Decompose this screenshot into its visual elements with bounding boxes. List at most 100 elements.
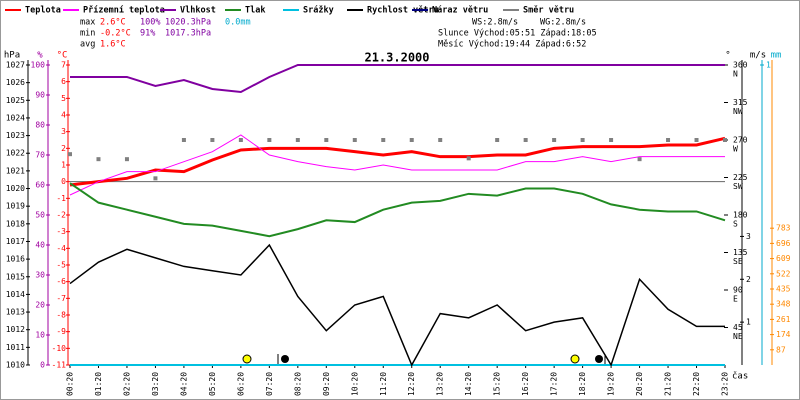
x-tick-label: 12:20 — [407, 372, 416, 396]
x-tick-label: 08:20 — [293, 372, 302, 396]
legend-label: Směr větru — [523, 5, 574, 16]
tick-label: -4 — [56, 244, 66, 253]
stat-press: 1017.3hPa — [165, 29, 211, 39]
direction-label: SE — [733, 257, 743, 266]
x-tick-label: 04:20 — [179, 372, 188, 396]
tick-label: 50 — [35, 211, 45, 220]
tick-label: -2 — [56, 211, 66, 220]
series-line — [69, 134, 725, 196]
series-line — [69, 182, 726, 238]
moonrise-icon — [595, 355, 603, 363]
tick-label: 2 — [61, 144, 66, 153]
tick-label: 261 — [776, 315, 791, 324]
axis-unit: mm — [771, 51, 782, 61]
x-tick-label: 02:20 — [122, 372, 131, 396]
legend-label: Tlak — [245, 6, 265, 16]
direction-point — [181, 138, 186, 142]
direction-point — [295, 138, 300, 142]
tick-label: -7 — [56, 294, 66, 303]
tick-label: 3 — [746, 232, 751, 241]
direction-point — [723, 138, 727, 142]
moonset-icon — [281, 355, 289, 363]
direction-point — [580, 138, 585, 142]
x-tick-label: 20:20 — [635, 372, 644, 396]
tick-label: 90 — [35, 91, 45, 100]
stat-hum: 91% — [140, 29, 155, 39]
direction-label: S — [733, 220, 738, 229]
tick-label: 1026 — [6, 78, 25, 87]
tick-label: 1022 — [6, 149, 25, 158]
tick-label: 6 — [61, 77, 66, 86]
tick-label: 180 — [733, 211, 748, 220]
tick-label: -8 — [56, 311, 66, 320]
x-axis-label: čas — [732, 371, 748, 382]
axis-unit: ° — [725, 51, 730, 61]
tick-label: 783 — [776, 224, 791, 233]
x-tick-label: 13:20 — [436, 372, 445, 396]
legend-label: Rychlost větru — [367, 5, 439, 16]
tick-label: 1018 — [6, 219, 25, 228]
tick-label: 435 — [776, 284, 791, 293]
tick-label: 1024 — [6, 113, 25, 122]
axis-unit: m/s — [750, 51, 766, 61]
direction-point — [666, 138, 671, 142]
legend-label: Teplota — [25, 6, 61, 16]
tick-label: 1027 — [6, 61, 25, 70]
direction-point — [466, 156, 471, 161]
axis-unit: % — [37, 51, 43, 61]
tick-label: 522 — [776, 269, 791, 278]
x-tick-label: 14:20 — [464, 372, 473, 396]
tick-label: 5 — [61, 94, 66, 103]
direction-label: E — [733, 295, 738, 304]
direction-point — [267, 138, 272, 142]
direction-point — [495, 138, 500, 142]
direction-label: W — [733, 145, 738, 154]
tick-label: 1016 — [6, 255, 25, 264]
tick-label: -9 — [56, 327, 66, 336]
tick-label: 1015 — [6, 272, 25, 281]
x-tick-label: 03:20 — [151, 372, 160, 396]
tick-label: 1012 — [6, 325, 25, 334]
x-tick-label: 19:20 — [607, 372, 616, 396]
tick-label: -6 — [56, 277, 66, 286]
x-tick-label: 00:20 — [66, 372, 75, 396]
direction-point — [438, 138, 443, 142]
tick-label: 1019 — [6, 202, 25, 211]
stat-hum: 100% — [140, 18, 160, 28]
events — [242, 354, 606, 366]
tick-label: 30 — [35, 271, 45, 280]
tick-label: 80 — [35, 121, 45, 130]
x-tick-label: 16:20 — [521, 372, 530, 396]
info: Měsíc Východ:19:44 Západ:6:52 — [438, 40, 586, 50]
tick-label: 315 — [733, 98, 748, 107]
tick-label: 0 — [61, 177, 66, 186]
tick-label: -11 — [52, 361, 67, 370]
stat-temp: 1.6°C — [100, 40, 126, 50]
sunrise-icon — [242, 354, 252, 364]
tick-label: 1025 — [6, 96, 25, 105]
tick-label: 45 — [733, 323, 743, 332]
tick-label: 174 — [776, 330, 791, 339]
tick-label: 90 — [733, 286, 743, 295]
legend-label: Přízemní teplota — [83, 6, 165, 16]
direction-point — [68, 152, 72, 157]
x-tick-label: 18:20 — [578, 372, 587, 396]
direction-label: NE — [733, 332, 743, 341]
tick-label: 348 — [776, 300, 791, 309]
tick-label: -10 — [52, 344, 67, 353]
direction-point — [381, 138, 386, 142]
axis-unit: °C — [57, 51, 68, 61]
tick-label: 100 — [31, 61, 46, 70]
tick-label: 1011 — [6, 343, 25, 352]
x-tick-label: 05:20 — [208, 372, 217, 396]
direction-point — [238, 138, 243, 142]
direction-point — [352, 138, 357, 142]
sunset-icon — [570, 354, 580, 364]
direction-point — [153, 176, 158, 181]
direction-point — [409, 138, 414, 142]
tick-label: 1023 — [6, 131, 25, 140]
direction-point — [96, 157, 101, 162]
stat-label: avg — [80, 40, 95, 50]
x-tick-label: 06:20 — [236, 372, 245, 396]
